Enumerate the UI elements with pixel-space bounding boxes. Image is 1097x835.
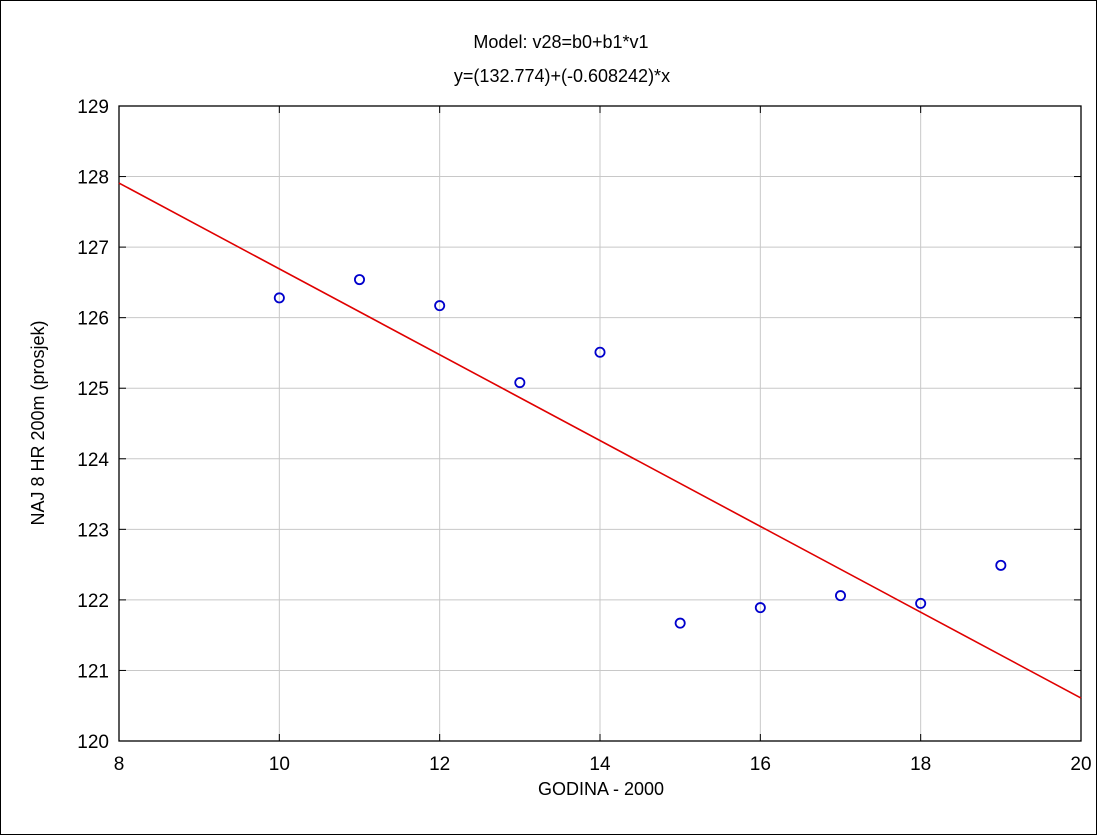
data-point — [835, 590, 847, 602]
y-axis-label: NAJ 8 HR 200m (prosjek) — [28, 320, 48, 525]
x-tick-label: 12 — [429, 754, 450, 775]
data-points — [273, 274, 1007, 629]
x-tick-label: 18 — [910, 754, 931, 775]
regression-line-group — [118, 182, 1082, 699]
data-point — [273, 292, 285, 304]
regression-line — [118, 182, 1082, 699]
data-point — [995, 559, 1007, 571]
data-point — [754, 602, 766, 614]
axis-ticks: 8 10 12 14 16 18 20 120 121 122 123 124 125 126 127 128… — [77, 97, 1091, 775]
data-point — [434, 300, 446, 312]
x-tick-label: 8 — [114, 754, 125, 775]
y-tick-label: 125 — [77, 379, 109, 400]
data-point — [594, 346, 606, 358]
y-tick-label: 121 — [77, 661, 109, 682]
data-point — [353, 274, 365, 286]
data-point — [915, 597, 927, 609]
x-tick-label: 14 — [589, 754, 611, 775]
x-tick-label: 20 — [1070, 754, 1091, 775]
grid-lines — [119, 106, 1081, 741]
y-tick-label: 124 — [77, 450, 109, 471]
y-tick-label: 120 — [77, 732, 109, 753]
y-tick-label: 126 — [77, 309, 109, 330]
x-tick-label: 16 — [750, 754, 771, 775]
chart-subtitle: y=(132.774)+(-0.608242)*x — [454, 66, 670, 86]
y-tick-label: 129 — [77, 97, 109, 118]
data-point — [514, 377, 526, 389]
y-tick-label: 123 — [77, 520, 109, 541]
y-tick-label: 122 — [77, 591, 109, 612]
data-point — [674, 617, 686, 629]
chart-title: Model: v28=b0+b1*v1 — [473, 32, 648, 52]
y-tick-label: 128 — [77, 168, 109, 189]
x-tick-label: 10 — [269, 754, 290, 775]
y-tick-label: 127 — [77, 238, 109, 259]
x-axis-label: GODINA - 2000 — [538, 779, 664, 799]
